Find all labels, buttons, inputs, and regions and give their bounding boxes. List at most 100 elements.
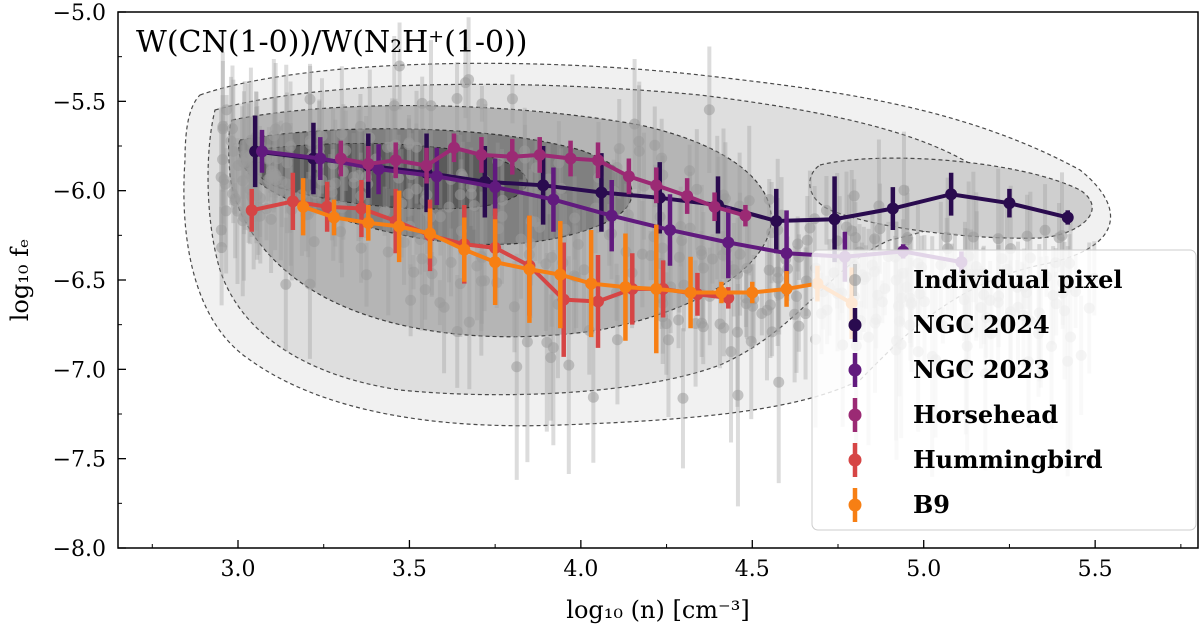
pixel-point <box>541 336 553 348</box>
series-point <box>1061 211 1074 224</box>
pixel-point <box>613 143 625 155</box>
pixel-point <box>419 284 431 296</box>
pixel-point <box>1053 232 1065 244</box>
pixel-point <box>677 392 689 404</box>
pixel-point <box>216 242 228 254</box>
pixel-point <box>703 104 715 116</box>
pixel-point <box>304 93 316 105</box>
pixel-point <box>434 211 446 223</box>
pixel-point <box>678 279 690 291</box>
pixel-point <box>569 212 581 224</box>
pixel-point <box>227 145 239 157</box>
pixel-point <box>766 326 778 338</box>
series-point <box>420 159 433 172</box>
legend-marker-point <box>848 318 862 332</box>
x-tick-label: 5.0 <box>906 557 941 582</box>
pixel-point <box>1039 224 1051 236</box>
pixel-point <box>656 242 668 254</box>
pixel-point <box>992 233 1004 245</box>
pixel-point <box>697 321 709 333</box>
pixel-point <box>801 234 813 246</box>
pixel-point <box>354 120 366 132</box>
pixel-point <box>684 165 696 177</box>
legend-items: Individual pixel NGC 2024 NGC 2023 Horsehea… <box>848 264 1122 522</box>
series-point <box>828 213 841 226</box>
series-point <box>681 190 694 203</box>
series-point <box>256 145 268 158</box>
pixel-point <box>673 314 685 326</box>
series-point <box>314 152 327 165</box>
pixel-point <box>269 168 281 180</box>
series-point <box>321 200 334 213</box>
pixel-point <box>443 201 455 213</box>
pixel-point <box>898 184 910 196</box>
series-point <box>564 152 577 165</box>
pixel-point <box>696 248 708 260</box>
pixel-point <box>355 242 367 254</box>
pixel-point <box>820 204 832 216</box>
pixel-point <box>587 391 599 403</box>
series-point <box>722 236 735 249</box>
pixel-point <box>410 183 422 195</box>
pixel-point <box>717 249 729 261</box>
pixel-point <box>220 205 232 217</box>
series-point <box>475 148 488 161</box>
pixel-point <box>475 275 487 287</box>
pixel-point <box>280 122 292 134</box>
pixel-point <box>336 128 348 140</box>
pixel-point <box>743 195 755 207</box>
pixel-point <box>756 307 768 319</box>
y-tick-label: −6.0 <box>53 180 106 205</box>
chart-title: W(CN(1-0))/W(N₂H⁺(1-0)) <box>136 25 528 60</box>
pixel-point <box>649 139 661 151</box>
pixel-point <box>941 231 953 243</box>
y-tick-label: −5.5 <box>53 90 106 115</box>
pixel-point <box>304 278 316 290</box>
pixel-point <box>394 60 406 72</box>
series-point <box>595 186 608 199</box>
x-tick-label: 4.0 <box>563 557 598 582</box>
series-point <box>592 154 604 167</box>
series-point <box>245 204 258 217</box>
pixel-point <box>476 98 488 110</box>
series-point <box>393 220 406 233</box>
pixel-point <box>237 175 249 187</box>
series-point <box>424 227 436 240</box>
x-tick-label: 5.5 <box>1078 557 1113 582</box>
series-point <box>362 157 375 170</box>
pixel-point <box>265 213 277 225</box>
pixel-point <box>633 135 645 147</box>
pixel-point <box>706 253 718 265</box>
pixel-point <box>335 226 347 238</box>
series-point <box>622 170 635 183</box>
pixel-point <box>645 250 657 262</box>
pixel-point <box>967 231 979 243</box>
pixel-point <box>529 216 541 228</box>
pixel-point <box>511 361 523 373</box>
legend-marker-point <box>848 498 862 512</box>
y-tick-label: −5.0 <box>53 1 106 26</box>
pixel-point <box>451 93 463 105</box>
pixel-point <box>329 177 341 189</box>
pixel-point <box>408 266 420 278</box>
pixel-point <box>468 200 480 212</box>
y-tick-label: −6.5 <box>53 269 106 294</box>
legend-label: Individual pixel <box>913 265 1122 294</box>
pixel-point <box>217 120 229 132</box>
series-point <box>886 202 899 215</box>
pixel-point <box>521 336 533 348</box>
y-tick-label: −7.5 <box>53 448 106 473</box>
pixel-point <box>225 135 237 147</box>
series-point <box>945 188 958 201</box>
pixel-point <box>763 264 775 276</box>
series-point <box>389 154 402 167</box>
series-point <box>533 148 546 161</box>
series-point <box>523 263 536 276</box>
pixel-point <box>718 322 730 334</box>
series-point <box>362 216 375 229</box>
pixel-point <box>763 193 775 205</box>
pixel-point <box>662 334 674 346</box>
series-point <box>664 223 676 236</box>
pixel-point <box>405 294 417 306</box>
legend-marker-point <box>848 408 862 422</box>
